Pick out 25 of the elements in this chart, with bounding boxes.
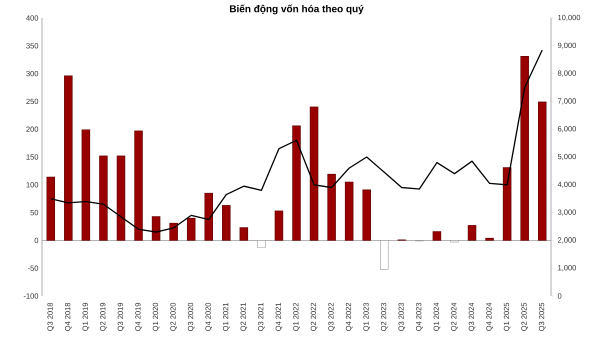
- bar: [502, 167, 512, 241]
- bar: [99, 156, 108, 241]
- chart-title: Biến động vốn hóa theo quý: [230, 4, 364, 14]
- bar: [222, 205, 231, 241]
- bar: [134, 130, 143, 241]
- line-series: [50, 49, 543, 233]
- bar: [186, 218, 196, 241]
- bar: [520, 56, 529, 241]
- bar: [152, 216, 160, 241]
- bar: [116, 156, 126, 241]
- bar: [240, 227, 248, 241]
- bar: [46, 176, 56, 241]
- bar: [538, 102, 546, 241]
- bar: [274, 210, 284, 241]
- bar: [432, 231, 442, 241]
- bar: [64, 76, 73, 241]
- bar: [204, 192, 213, 241]
- bar: [362, 190, 371, 241]
- bar: [82, 129, 90, 241]
- bar: [327, 174, 336, 241]
- bar: [468, 225, 476, 241]
- bar: [310, 106, 318, 241]
- bar: [292, 126, 301, 241]
- bar: [344, 182, 354, 241]
- bar: [169, 222, 178, 241]
